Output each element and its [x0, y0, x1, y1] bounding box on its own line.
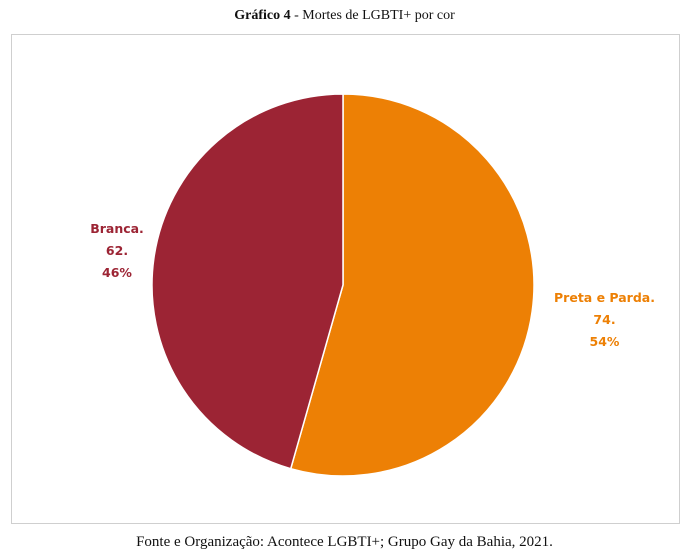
data-label-preta-e-parda: Preta e Parda. 74. 54% — [537, 287, 672, 353]
pie-slice-branca — [151, 93, 344, 470]
pie-chart — [151, 93, 535, 477]
chart-title-text: - Mortes de LGBTI+ por cor — [290, 8, 455, 23]
chart-area: Preta e Parda. 74. 54% Branca. 62. 46% — [11, 34, 680, 524]
slice-label-preta-e-parda: Preta e Parda. — [554, 290, 655, 305]
pie-slice-preta-e-parda — [289, 93, 535, 477]
slice-percent-preta-e-parda: 54% — [589, 334, 620, 349]
chart-title-number: Gráfico 4 — [234, 8, 291, 23]
source-note: Fonte e Organização: Acontece LGBTI+; Gr… — [136, 534, 553, 550]
slice-value-preta-e-parda: 74. — [593, 312, 616, 327]
chart-title: Gráfico 4 - Mortes de LGBTI+ por cor — [0, 8, 689, 24]
slice-label-branca: Branca. — [90, 221, 144, 236]
slice-value-branca: 62. — [105, 243, 129, 258]
data-label-branca: Branca. 62. 46% — [62, 218, 172, 284]
slice-percent-branca: 46% — [102, 265, 132, 280]
